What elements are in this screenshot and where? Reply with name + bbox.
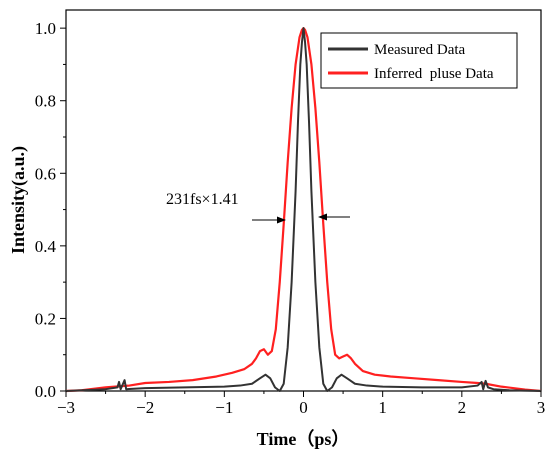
fwhm-arrowhead-right (318, 213, 327, 221)
x-tick-label: −1 (215, 398, 233, 417)
y-tick-label: 0.0 (35, 382, 56, 401)
fwhm-annotation: 231fs×1.41 (166, 191, 350, 224)
x-tick-label: −2 (136, 398, 154, 417)
legend: Measured Data Inferred pluse Data (320, 32, 518, 89)
series-line-measured (65, 27, 542, 392)
x-tick-label: −3 (57, 398, 75, 417)
x-tick-label: 1 (378, 398, 387, 417)
y-tick-label: 0.2 (35, 309, 56, 328)
series-group (65, 27, 542, 393)
x-tick-label: 2 (458, 398, 467, 417)
fwhm-label: 231fs×1.41 (166, 191, 239, 208)
legend-label-inferred: Inferred pluse Data (374, 66, 494, 82)
x-axis-title: Time（ps） (257, 429, 350, 449)
y-tick-label: 1.0 (35, 19, 56, 38)
x-axis-ticks: −3 −2 −1 0 1 2 3 (57, 391, 545, 417)
y-tick-label: 0.8 (35, 92, 56, 111)
y-axis-title: Intensity(a.u.) (8, 146, 29, 254)
fwhm-arrowhead-left (277, 216, 286, 224)
y-axis-ticks: 0.0 0.2 0.4 0.6 0.8 1.0 (35, 19, 66, 401)
y-tick-label: 0.4 (35, 237, 57, 256)
x-tick-label: 3 (537, 398, 546, 417)
y-tick-label: 0.6 (35, 164, 56, 183)
legend-label-measured: Measured Data (374, 42, 466, 58)
x-tick-label: 0 (299, 398, 308, 417)
legend-box (320, 32, 518, 89)
